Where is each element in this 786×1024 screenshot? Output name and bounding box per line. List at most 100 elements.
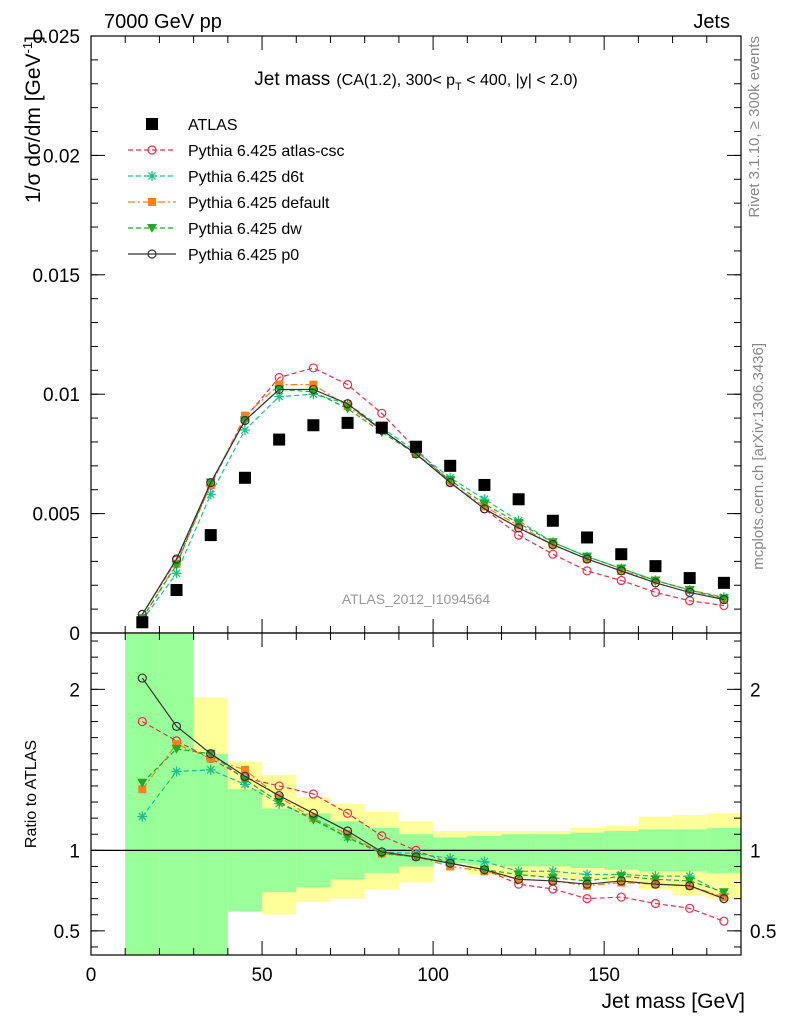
main-point-pythia-6-425-default <box>275 380 284 389</box>
main-point-pythia-6-425-dw <box>582 552 593 562</box>
main-point-pythia-6-425-atlas-csc <box>342 380 353 390</box>
ratio-point-pythia-6-425-atlas-csc <box>650 898 661 909</box>
ratio-y-tick-label-right: 2 <box>750 680 761 701</box>
legend-label: Pythia 6.425 atlas-csc <box>188 143 345 160</box>
ratio-series-pythia-6-425-p0 <box>137 673 729 904</box>
main-y-axis-label-text: 1/σ dσ/dm [GeV <box>22 53 45 203</box>
ratio-point-pythia-6-425-p0 <box>206 749 216 759</box>
ratio-point-pythia-6-425-default <box>172 740 181 749</box>
main-point-atlas <box>546 514 559 527</box>
main-series-atlas <box>136 416 730 629</box>
main-series-pythia-6-425-p0 <box>137 384 729 619</box>
ratio-point-pythia-6-425-p0 <box>342 826 353 836</box>
main-panel: 0 0.005 0.01 0.015 0.02 0.025 Jet mass (CA(1.2… <box>20 27 742 645</box>
main-point-pythia-6-425-d6t <box>171 568 182 579</box>
ratio-point-pythia-6-425-d6t <box>684 871 695 882</box>
ratio-point-pythia-6-425-p0 <box>650 879 661 889</box>
main-point-pythia-6-425-p0 <box>240 415 250 426</box>
ratio-point-pythia-6-425-default <box>138 785 147 794</box>
ratio-point-pythia-6-425-p0 <box>274 791 284 801</box>
ratio-point-pythia-6-425-p0 <box>514 874 524 884</box>
ratio-point-pythia-6-425-p0 <box>137 673 147 683</box>
ratio-point-pythia-6-425-d6t <box>205 764 216 775</box>
ratio-point-pythia-6-425-default <box>617 878 626 887</box>
header-right-label: Jets <box>693 11 730 33</box>
ratio-point-pythia-6-425-p0 <box>582 879 592 889</box>
legend-item-atlas: ATLAS <box>146 117 238 134</box>
ratio-y-tick-label: 0.5 <box>54 922 80 943</box>
main-point-pythia-6-425-default <box>309 380 318 389</box>
legend-marker <box>146 118 158 130</box>
main-point-atlas <box>204 529 217 542</box>
x-tick-label: 150 <box>588 965 620 986</box>
main-y-axis-label-close: ] <box>22 36 45 42</box>
ratio-point-pythia-6-425-atlas-csc <box>274 781 284 791</box>
main-point-pythia-6-425-atlas-csc <box>308 363 318 373</box>
main-series-pythia-6-425-dw <box>137 385 729 624</box>
main-point-pythia-6-425-p0 <box>445 477 455 488</box>
ratio-point-pythia-6-425-atlas-csc <box>308 789 318 799</box>
main-line-pythia-6-425-p0 <box>141 388 725 615</box>
ratio-point-pythia-6-425-default <box>240 765 249 774</box>
ratio-point-pythia-6-425-dw <box>274 798 285 808</box>
legend-marker <box>148 198 156 206</box>
main-point-pythia-6-425-atlas-csc <box>616 575 626 586</box>
ratio-point-pythia-6-425-p0 <box>240 771 250 781</box>
ratio-y-tick-label-right: 0.5 <box>750 922 776 943</box>
main-point-pythia-6-425-p0 <box>650 578 661 588</box>
main-point-pythia-6-425-dw <box>445 476 456 486</box>
legend-item-pythia-6-425-atlas-csc: Pythia 6.425 atlas-csc <box>128 143 345 160</box>
stat-uncertainty-band <box>193 753 228 955</box>
ratio-point-pythia-6-425-dw <box>718 888 729 898</box>
ratio-point-pythia-6-425-d6t <box>171 766 182 777</box>
main-point-pythia-6-425-p0 <box>206 477 216 488</box>
main-point-atlas <box>615 548 628 561</box>
main-point-pythia-6-425-p0 <box>548 540 558 550</box>
main-point-atlas <box>341 416 354 429</box>
ratio-point-pythia-6-425-d6t <box>547 866 558 877</box>
ratio-point-pythia-6-425-p0 <box>411 852 421 862</box>
mcplots-label: mcplots.cern.ch [arXiv:1306.3436] <box>750 343 767 570</box>
ratio-frame <box>90 632 742 956</box>
plot-title-main: Jet mass <box>254 69 330 90</box>
main-point-pythia-6-425-d6t <box>205 489 216 500</box>
main-point-atlas <box>649 560 662 573</box>
legend-item-pythia-6-425-p0: Pythia 6.425 p0 <box>128 247 299 264</box>
ratio-point-pythia-6-425-dw <box>547 873 558 883</box>
ratio-point-pythia-6-425-p0 <box>616 876 626 886</box>
legend-label: ATLAS <box>188 117 238 134</box>
main-point-atlas <box>375 421 388 434</box>
main-line-pythia-6-425-d6t <box>141 393 725 621</box>
legend-label: Pythia 6.425 dw <box>188 221 302 238</box>
main-y-axis-label: 1/σ dσ/dm [GeV-1] <box>20 36 45 203</box>
main-line-pythia-6-425-atlas-csc <box>141 367 724 615</box>
main-point-atlas <box>581 531 594 544</box>
legend-item-pythia-6-425-dw: Pythia 6.425 dw <box>128 221 302 238</box>
main-point-atlas <box>238 471 251 484</box>
ratio-point-pythia-6-425-atlas-csc <box>582 894 592 904</box>
main-point-pythia-6-425-d6t <box>274 391 285 402</box>
main-point-pythia-6-425-atlas-csc <box>582 566 592 576</box>
main-point-atlas <box>444 459 457 472</box>
legend-item-pythia-6-425-default: Pythia 6.425 default <box>128 195 330 212</box>
main-y-tick-label: 0.01 <box>43 385 80 406</box>
main-point-pythia-6-425-p0 <box>616 566 626 576</box>
x-tick-label: 50 <box>251 965 272 986</box>
analysis-watermark: ATLAS_2012_I1094564 <box>342 591 491 607</box>
ratio-point-pythia-6-425-p0 <box>548 876 558 886</box>
ratio-point-pythia-6-425-atlas-csc <box>685 903 695 913</box>
x-axis-label: Jet mass [GeV] <box>601 990 745 1013</box>
main-series-pythia-6-425-d6t <box>137 389 729 626</box>
ratio-point-pythia-6-425-d6t <box>445 853 456 864</box>
ratio-point-pythia-6-425-dw <box>582 876 593 886</box>
ratio-point-pythia-6-425-dw <box>342 833 353 843</box>
ratio-point-pythia-6-425-default <box>275 793 284 802</box>
ratio-point-pythia-6-425-atlas-csc <box>342 808 353 818</box>
main-point-atlas <box>478 478 491 491</box>
ratio-point-pythia-6-425-p0 <box>479 865 490 875</box>
ratio-point-pythia-6-425-dw <box>137 778 148 788</box>
legend-label: Pythia 6.425 default <box>188 195 330 212</box>
main-point-pythia-6-425-p0 <box>274 384 284 395</box>
ratio-point-pythia-6-425-atlas-csc <box>616 892 626 902</box>
